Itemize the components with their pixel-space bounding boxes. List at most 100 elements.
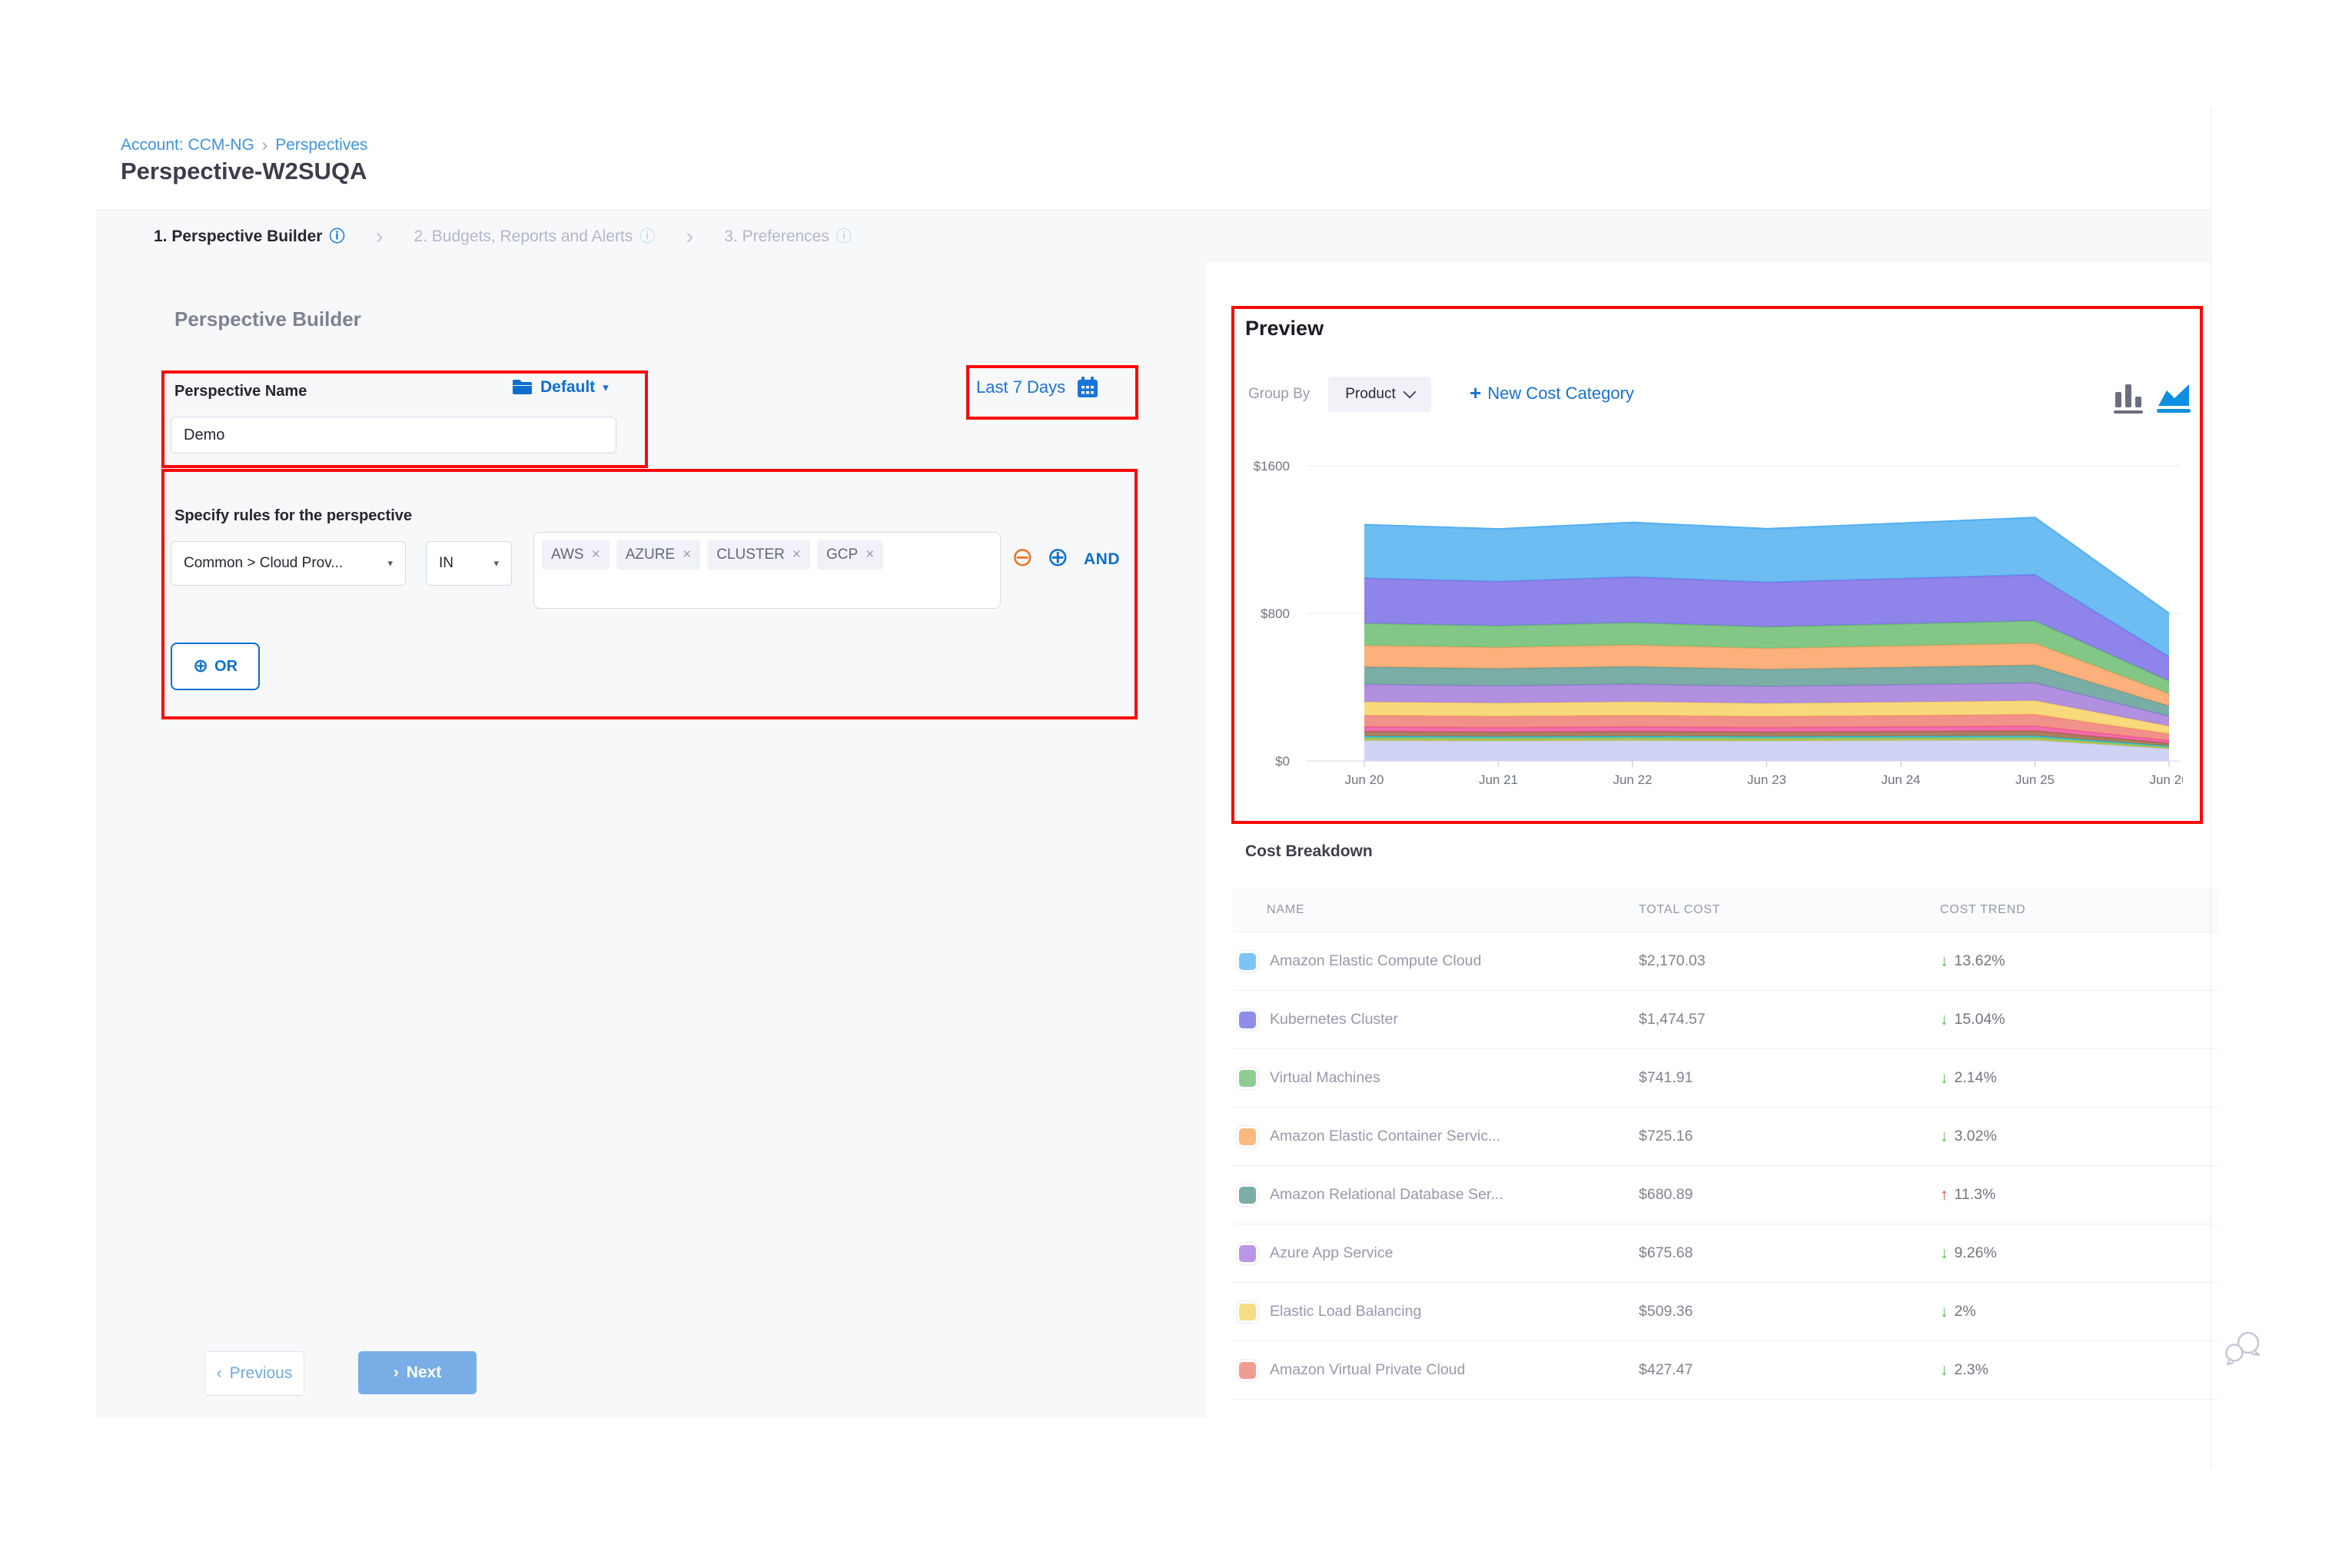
chevron-right-icon: › (375, 223, 384, 249)
svg-text:Jun 20: Jun 20 (1344, 772, 1384, 787)
chip-label: GCP (826, 546, 859, 563)
table-row[interactable]: Azure App Service $675.68 ↓ 9.26% (1233, 1224, 2218, 1283)
row-trend-value: 3.02% (1954, 1128, 1997, 1144)
row-trend-value: 15.04% (1954, 1011, 2005, 1028)
add-rule-icon[interactable]: ⊕ (1047, 543, 1069, 572)
new-cost-category-button[interactable]: + New Cost Category (1470, 381, 1634, 405)
row-name[interactable]: Azure App Service (1270, 1244, 1394, 1261)
rules-label: Specify rules for the perspective (174, 507, 413, 524)
row-total-cost: $2,170.03 (1639, 952, 1706, 969)
perspective-name-input[interactable] (171, 417, 616, 453)
row-trend-value: 13.62% (1954, 952, 2005, 969)
row-total-cost: $509.36 (1639, 1303, 1693, 1320)
row-name[interactable]: Amazon Relational Database Ser... (1270, 1186, 1503, 1203)
remove-chip-icon[interactable]: × (591, 546, 600, 563)
row-trend-value: 2.3% (1954, 1361, 1988, 1378)
breadcrumb-separator: › (261, 135, 268, 154)
info-icon: ⓘ (835, 228, 852, 245)
rule-values-input[interactable]: AWS × AZURE × CLUSTER × GCP × (533, 532, 1001, 609)
chevron-left-icon: ‹ (216, 1364, 222, 1382)
group-by-dropdown[interactable]: Product (1328, 377, 1431, 412)
next-button-label: Next (406, 1364, 442, 1381)
chip-label: CLUSTER (716, 546, 785, 563)
series-color-swatch (1239, 1361, 1256, 1379)
row-name[interactable]: Amazon Virtual Private Cloud (1270, 1361, 1466, 1378)
support-chat-icon[interactable] (2224, 1330, 2264, 1367)
cost-breakdown-heading: Cost Breakdown (1245, 842, 1373, 860)
bar-chart-toggle-icon[interactable] (2112, 380, 2146, 415)
svg-text:Jun 22: Jun 22 (1613, 772, 1652, 787)
folder-selector[interactable]: Default ▾ (512, 378, 609, 397)
row-name[interactable]: Amazon Elastic Container Servic... (1270, 1128, 1501, 1144)
next-button[interactable]: › Next (358, 1351, 477, 1394)
value-chip: GCP × (817, 540, 884, 570)
and-label: AND (1084, 550, 1120, 568)
trend-arrow-icon: ↓ (1940, 1010, 1948, 1028)
value-chip: AWS × (542, 540, 610, 570)
tab-label: 1. Perspective Builder (154, 227, 323, 245)
tab-preferences[interactable]: 3. Preferences ⓘ (724, 228, 852, 246)
svg-text:Jun 23: Jun 23 (1747, 772, 1786, 787)
remove-chip-icon[interactable]: × (792, 546, 801, 563)
svg-text:Jun 21: Jun 21 (1479, 772, 1518, 787)
group-by-label: Group By (1248, 386, 1311, 402)
caret-down-icon: ▾ (387, 557, 393, 569)
table-row[interactable]: Amazon Elastic Container Servic... $725.… (1233, 1108, 2218, 1166)
table-row[interactable]: Virtual Machines $741.91 ↓ 2.14% (1233, 1049, 2218, 1108)
trend-arrow-icon: ↓ (1940, 1068, 1948, 1087)
chevron-down-icon (1403, 385, 1417, 399)
table-row[interactable]: Kubernetes Cluster $1,474.57 ↓ 15.04% (1233, 991, 2218, 1049)
chip-label: AWS (551, 546, 584, 563)
remove-chip-icon[interactable]: × (683, 546, 692, 563)
row-total-cost: $427.47 (1639, 1361, 1693, 1378)
info-icon: ⓘ (639, 228, 656, 245)
trend-arrow-icon: ↓ (1940, 952, 1948, 970)
or-button-label: OR (214, 657, 238, 675)
column-header-name: NAME (1267, 903, 1305, 916)
row-name[interactable]: Elastic Load Balancing (1270, 1303, 1422, 1320)
table-row[interactable]: Elastic Load Balancing $509.36 ↓ 2% (1233, 1283, 2218, 1341)
preview-heading: Preview (1245, 317, 1324, 340)
date-range-picker[interactable]: Last 7 Days (976, 376, 1099, 399)
chevron-right-icon: › (686, 223, 694, 249)
trend-arrow-icon: ↓ (1940, 1244, 1948, 1262)
table-row[interactable]: Amazon Relational Database Ser... $680.8… (1233, 1166, 2218, 1224)
rule-operator-value: IN (439, 555, 453, 571)
value-chip: AZURE × (616, 540, 701, 570)
tab-perspective-builder[interactable]: 1. Perspective Builder ⓘ (154, 228, 344, 246)
breadcrumb-perspectives-link[interactable]: Perspectives (275, 136, 368, 154)
trend-arrow-icon: ↓ (1940, 1360, 1948, 1379)
series-color-swatch (1239, 952, 1256, 970)
trend-arrow-icon: ↑ (1940, 1185, 1948, 1204)
remove-chip-icon[interactable]: × (865, 546, 875, 563)
svg-text:Jun 25: Jun 25 (2015, 772, 2055, 787)
series-color-swatch (1239, 1069, 1256, 1087)
remove-rule-icon[interactable]: ⊖ (1012, 543, 1034, 572)
row-name[interactable]: Kubernetes Cluster (1270, 1011, 1398, 1028)
wizard-tabbar: 1. Perspective Builder ⓘ › 2. Budgets, R… (96, 210, 2211, 262)
breadcrumb-account-link[interactable]: Account: CCM-NG (121, 136, 254, 154)
calendar-icon (1078, 377, 1098, 397)
area-chart-toggle-icon[interactable] (2155, 380, 2192, 415)
or-button[interactable]: ⊕ OR (171, 643, 260, 690)
row-name[interactable]: Amazon Elastic Compute Cloud (1270, 952, 1482, 969)
row-total-cost: $1,474.57 (1639, 1011, 1706, 1028)
rule-field-value: Common > Cloud Prov... (184, 555, 344, 571)
column-header-total-cost: TOTAL COST (1639, 903, 1721, 916)
previous-button[interactable]: ‹ Previous (204, 1351, 304, 1396)
chart-type-toggles (2112, 380, 2192, 415)
tab-budgets-reports-alerts[interactable]: 2. Budgets, Reports and Alerts ⓘ (414, 228, 655, 246)
folder-icon (513, 380, 532, 394)
row-total-cost: $725.16 (1639, 1128, 1693, 1144)
svg-text:$0: $0 (1275, 754, 1290, 769)
row-name[interactable]: Virtual Machines (1270, 1069, 1380, 1086)
breadcrumb: Account: CCM-NG › Perspectives (121, 135, 367, 155)
plus-circle-icon: ⊕ (192, 656, 209, 676)
perspective-builder-panel (96, 262, 1207, 1418)
svg-text:Jun 24: Jun 24 (1881, 772, 1920, 787)
series-color-swatch (1239, 1011, 1256, 1028)
table-row[interactable]: Amazon Virtual Private Cloud $427.47 ↓ 2.… (1233, 1341, 2218, 1400)
rule-field-dropdown[interactable]: Common > Cloud Prov... ▾ (171, 541, 406, 586)
table-row[interactable]: Amazon Elastic Compute Cloud $2,170.03 ↓… (1233, 932, 2218, 991)
rule-operator-dropdown[interactable]: IN ▾ (426, 541, 512, 586)
